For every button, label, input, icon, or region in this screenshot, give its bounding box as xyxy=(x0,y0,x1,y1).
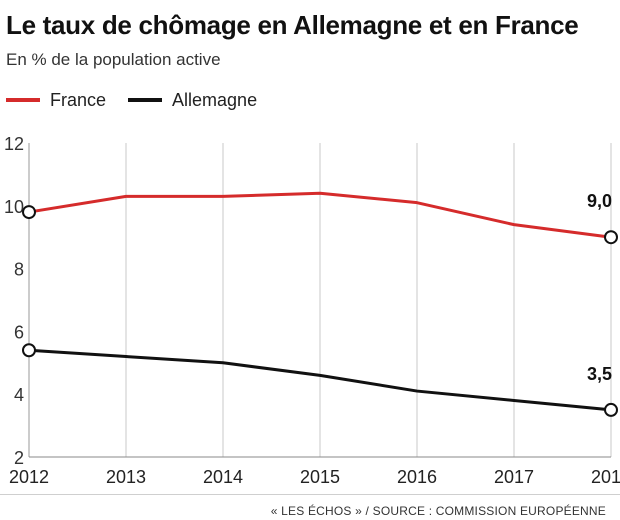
x-tick-label-2018: 2018 xyxy=(591,467,620,487)
x-tick-label-2016: 2016 xyxy=(397,467,437,487)
legend-item-allemagne: Allemagne xyxy=(128,90,257,111)
data-label-france: 9,0 xyxy=(587,191,612,211)
y-tick-label-4: 4 xyxy=(14,385,24,405)
chart-title: Le taux de chômage en Allemagne et en Fr… xyxy=(6,10,579,40)
series-line-allemagne xyxy=(27,348,613,412)
y-tick-label-12: 12 xyxy=(4,134,24,154)
x-tick-label-2014: 2014 xyxy=(203,467,243,487)
y-tick-label-6: 6 xyxy=(14,322,24,342)
chart-subtitle: En % de la population active xyxy=(6,50,221,69)
data-label-allemagne: 3,5 xyxy=(587,364,612,384)
x-tick-label-2017: 2017 xyxy=(494,467,534,487)
data-point-allemagne-2018 xyxy=(604,402,618,417)
data-point-france-2018 xyxy=(604,230,618,245)
x-tick-label-2015: 2015 xyxy=(300,467,340,487)
footer-divider xyxy=(0,494,620,495)
data-point-france-2012 xyxy=(22,205,36,220)
y-tick-label-2: 2 xyxy=(14,448,24,468)
y-tick-label-10: 10 xyxy=(4,197,24,217)
source-credit: « LES ÉCHOS » / SOURCE : COMMISSION EURO… xyxy=(270,504,606,518)
legend-swatch-france xyxy=(6,98,40,102)
legend-swatch-allemagne xyxy=(128,98,163,102)
data-point-allemagne-2012 xyxy=(22,343,36,358)
legend-label-france: France xyxy=(50,89,107,110)
y-tick-label-8: 8 xyxy=(14,260,24,280)
x-tick-label-2012: 2012 xyxy=(9,467,49,487)
chart-legend: France Allemagne xyxy=(6,88,279,112)
legend-item-france: France xyxy=(6,90,106,111)
legend-label-allemagne: Allemagne xyxy=(172,89,258,110)
series-line-france xyxy=(27,191,613,239)
x-tick-label-2013: 2013 xyxy=(106,467,146,487)
